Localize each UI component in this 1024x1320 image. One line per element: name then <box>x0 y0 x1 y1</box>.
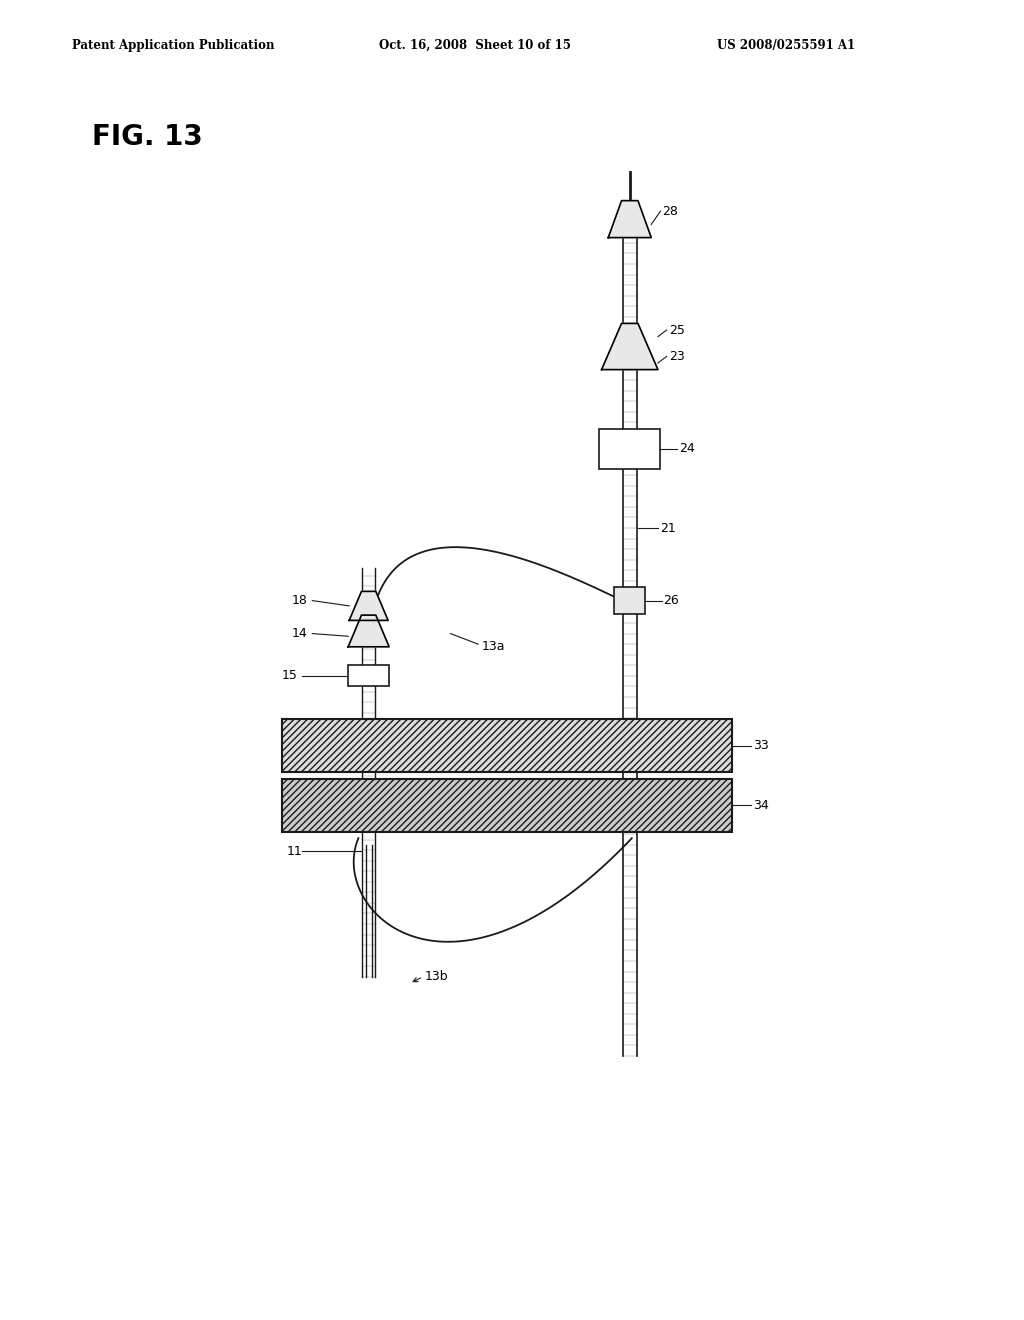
Text: 23: 23 <box>669 350 684 363</box>
Bar <box>282 719 732 772</box>
Bar <box>614 587 645 614</box>
Text: 14: 14 <box>292 627 307 640</box>
Text: 34: 34 <box>753 799 768 812</box>
Text: 24: 24 <box>679 442 694 455</box>
Bar <box>348 665 389 686</box>
Text: US 2008/0255591 A1: US 2008/0255591 A1 <box>717 38 855 51</box>
Text: Patent Application Publication: Patent Application Publication <box>72 38 274 51</box>
Bar <box>599 429 660 469</box>
Polygon shape <box>602 323 657 370</box>
Polygon shape <box>608 201 651 238</box>
Text: Oct. 16, 2008  Sheet 10 of 15: Oct. 16, 2008 Sheet 10 of 15 <box>379 38 570 51</box>
Text: 21: 21 <box>660 521 676 535</box>
Text: FIG. 13: FIG. 13 <box>92 123 203 152</box>
Polygon shape <box>349 591 388 620</box>
Bar <box>282 779 732 832</box>
Text: 18: 18 <box>292 594 308 607</box>
Text: 26: 26 <box>664 594 679 607</box>
Text: 13a: 13a <box>481 640 505 653</box>
Text: 13b: 13b <box>425 970 449 983</box>
Text: 33: 33 <box>753 739 768 752</box>
Text: 25: 25 <box>669 323 685 337</box>
Text: 11: 11 <box>287 845 302 858</box>
Text: 28: 28 <box>663 205 679 218</box>
Text: 15: 15 <box>282 669 298 682</box>
Polygon shape <box>348 615 389 647</box>
